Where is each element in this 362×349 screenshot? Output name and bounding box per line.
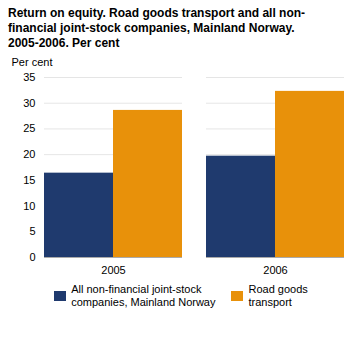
svg-text:Per cent: Per cent (12, 56, 53, 68)
svg-text:2006: 2006 (263, 264, 287, 276)
html-text:All non-financial joint-stock: All non-financial joint-stock companies,… (71, 283, 216, 308)
svg-text:0: 0 (29, 251, 35, 263)
svg-text:2005: 2005 (101, 264, 125, 276)
svg-text:15: 15 (23, 174, 35, 186)
svg-text:5: 5 (29, 225, 35, 237)
html-text:Road goods transport: Road goods transport (248, 283, 308, 308)
svg-text:25: 25 (23, 122, 35, 134)
svg-text:10: 10 (23, 200, 35, 212)
svg-text:30: 30 (23, 97, 35, 109)
svg-text:35: 35 (23, 71, 35, 83)
svg-text:20: 20 (23, 148, 35, 160)
html-text:Return on equity. Road goods t: Return on equity. Road goods transport a… (8, 6, 306, 50)
